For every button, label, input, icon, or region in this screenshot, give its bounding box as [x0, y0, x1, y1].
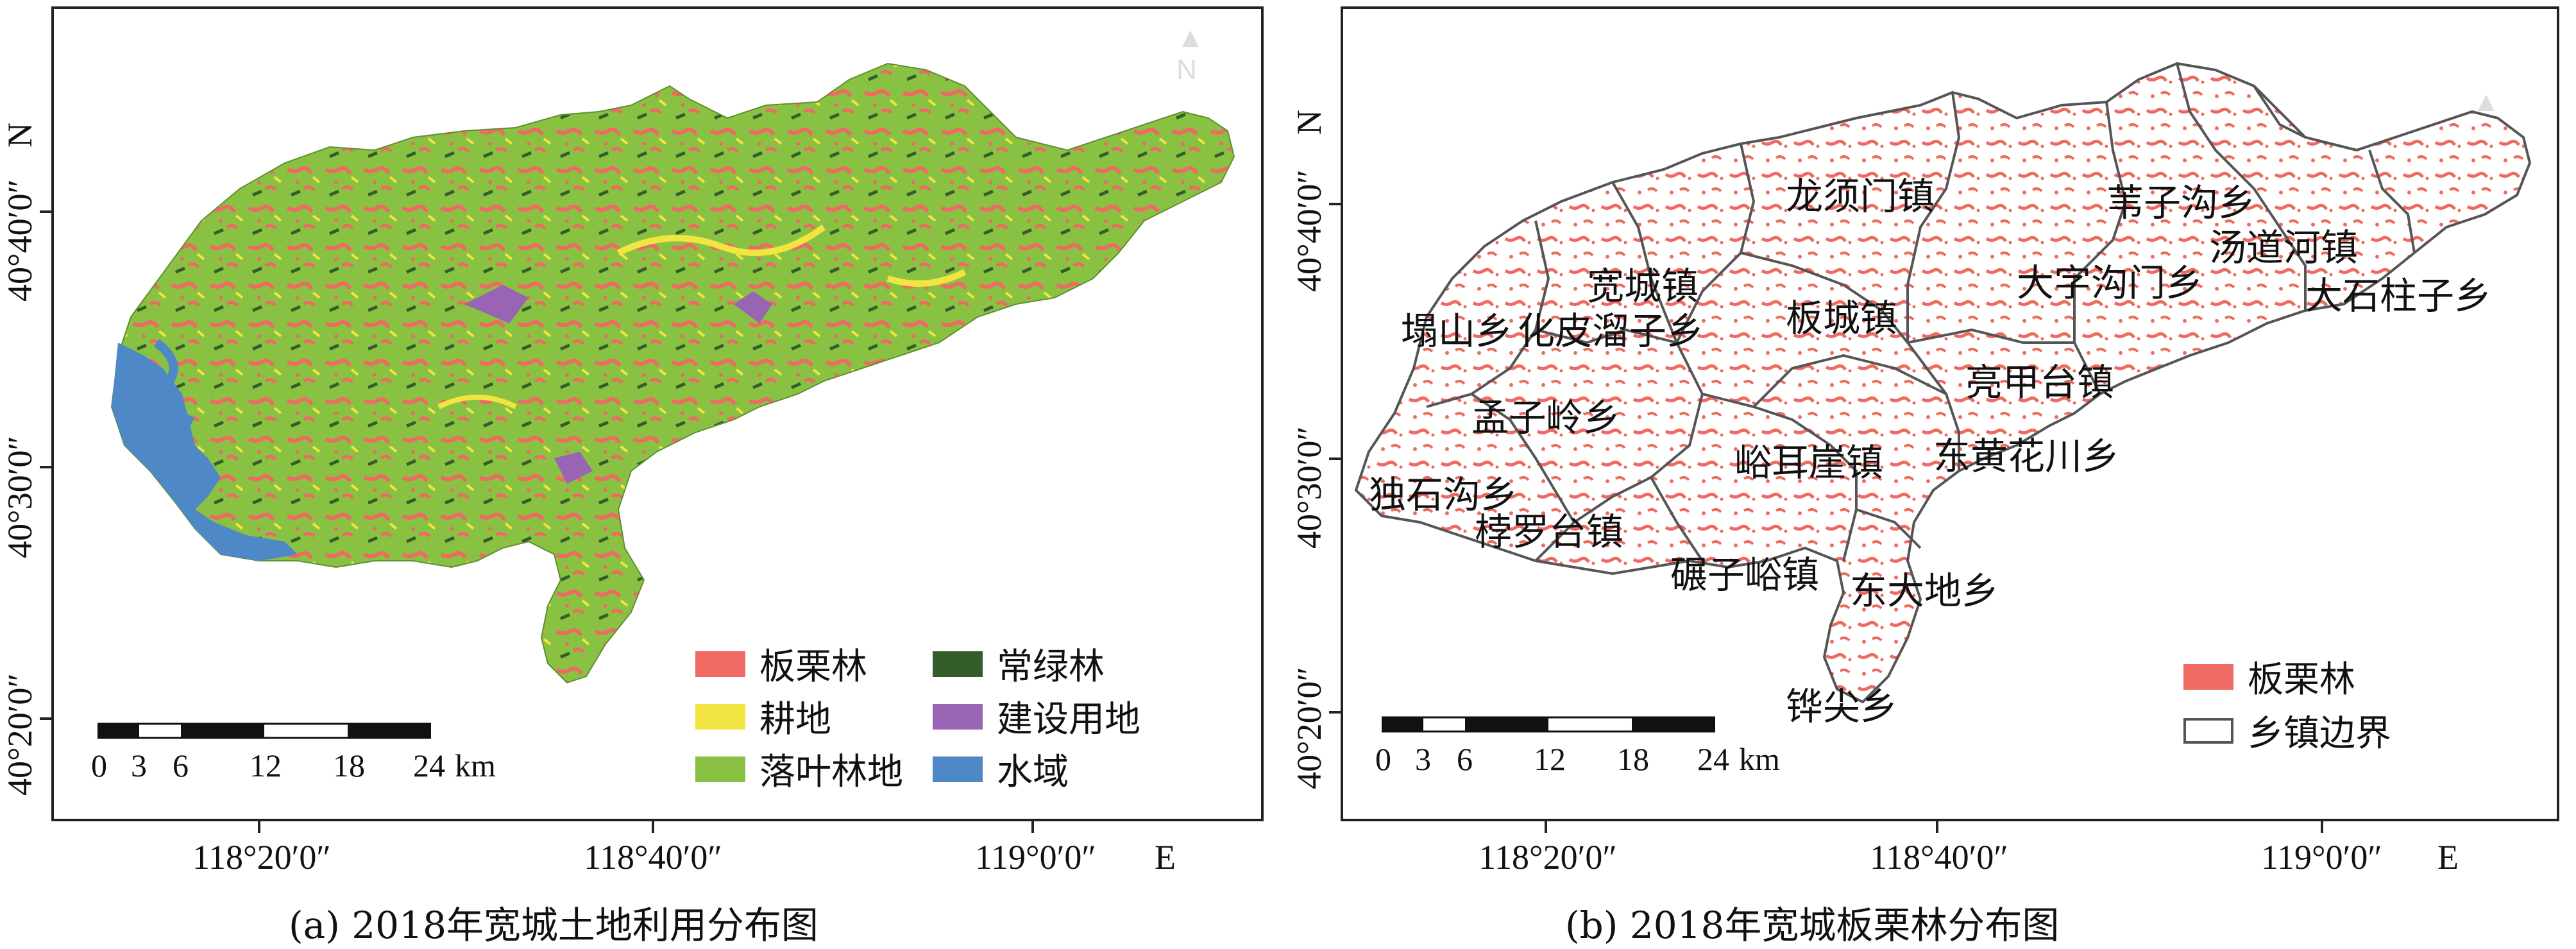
scale-number: 18 — [333, 748, 365, 783]
town-label: 碾子峪镇 — [1670, 553, 1820, 597]
town-label: 东黄花川乡 — [1933, 434, 2120, 478]
legend-a: 板栗林 耕地 落叶林地 常绿林 建设用地 水域 — [695, 638, 1260, 795]
legend-swatch — [695, 756, 745, 782]
scale-number: 24 — [1697, 741, 1729, 777]
town-label: 龙须门镇 — [1786, 175, 1935, 218]
town-label: 塌山乡 — [1401, 309, 1513, 353]
x-tick-label: 118°20′0″ — [1479, 838, 1617, 876]
y-tick-label: 40°30′0″ — [1, 436, 39, 558]
y-tick-label: 40°20′0″ — [1290, 667, 1328, 789]
legend-item: 水域 — [933, 743, 1069, 795]
map-frame-b: 龙须门镇 苇子沟乡 汤道河镇 宽城镇 大字沟门乡 大石柱子乡 塌山乡 化皮溜子乡… — [1341, 6, 2559, 821]
x-tick-label: 119°0′0″ — [2261, 838, 2382, 876]
town-label: 板城镇 — [1786, 296, 1898, 340]
scale-unit: km — [1739, 741, 1780, 777]
legend-swatch — [2183, 717, 2233, 744]
x-tick-label: 119°0′0″ — [975, 838, 1096, 876]
caption-a: (a) 2018年宽城土地利用分布图 — [289, 903, 818, 947]
town-label: 独石沟乡 — [1369, 473, 1518, 517]
town-label: 铧尖乡 — [1786, 685, 1898, 728]
legend-swatch — [695, 703, 745, 730]
y-axis-letter: N — [1290, 110, 1328, 135]
scale-number: 6 — [1457, 741, 1473, 777]
scale-number: 12 — [1534, 741, 1566, 777]
scale-number: 3 — [131, 748, 147, 783]
legend-label: 水域 — [997, 751, 1069, 793]
scale-bar-b — [1382, 716, 1715, 733]
north-arrow-icon: ▲ N — [1176, 22, 1205, 85]
x-tick-label: 118°40′0″ — [584, 838, 722, 876]
x-tick-label: 118°40′0″ — [1870, 838, 2008, 876]
y-axis-letter: N — [1, 123, 39, 148]
map-frame-a: 板栗林 耕地 落叶林地 常绿林 建设用地 水域 — [51, 6, 1264, 821]
legend-label: 建设用地 — [997, 699, 1140, 740]
legend-swatch — [933, 756, 983, 782]
y-tick-label: 40°20′0″ — [1, 673, 39, 796]
scale-number: 0 — [1375, 741, 1391, 777]
y-tick-label: 40°40′0″ — [1290, 169, 1328, 292]
town-boundaries — [1426, 63, 2416, 562]
scale-number: 3 — [1415, 741, 1431, 777]
town-label: 峪耳崖镇 — [1734, 441, 1884, 484]
legend-swatch — [2183, 663, 2233, 690]
town-label: 汤道河镇 — [2209, 226, 2359, 269]
scale-number: 24 — [413, 748, 445, 783]
county-landuse-fill — [110, 62, 1235, 684]
legend-item: 板栗林 — [2183, 651, 2355, 703]
scale-number: 12 — [250, 748, 282, 783]
legend-item: 落叶林地 — [695, 743, 903, 795]
town-label: 亮甲台镇 — [1965, 361, 2115, 404]
town-label: 大字沟门乡 — [2017, 261, 2203, 305]
town-label: 桲罗台镇 — [1475, 510, 1624, 554]
legend-item: 耕地 — [695, 690, 831, 742]
scale-bar-a — [97, 722, 431, 739]
legend-label: 板栗林 — [759, 646, 867, 688]
town-label: 宽城镇 — [1587, 264, 1699, 308]
legend-item: 建设用地 — [933, 690, 1140, 742]
scale-number: 0 — [91, 748, 107, 783]
legend-label: 落叶林地 — [759, 751, 903, 793]
y-tick-label: 40°30′0″ — [1290, 426, 1328, 549]
water-body — [112, 343, 298, 561]
x-axis-letter: E — [1155, 838, 1176, 876]
legend-swatch — [933, 703, 983, 730]
legend-swatch — [933, 651, 983, 677]
legend-b: 板栗林 乡镇边界 — [2183, 651, 2543, 766]
county-chestnut-fill — [1354, 62, 2532, 704]
chestnut-map — [1354, 62, 2532, 704]
town-label: 东大地乡 — [1850, 569, 1999, 613]
legend-item: 板栗林 — [695, 638, 867, 690]
caption-b: (b) 2018年宽城板栗林分布图 — [1565, 903, 2060, 947]
town-label: 孟子岭乡 — [1471, 396, 1621, 440]
town-label: 大石柱子乡 — [2305, 274, 2492, 318]
x-tick-label: 118°20′0″ — [192, 838, 331, 876]
legend-item: 常绿林 — [933, 638, 1105, 690]
scale-number: 18 — [1617, 741, 1649, 777]
panel-b: 龙须门镇 苇子沟乡 汤道河镇 宽城镇 大字沟门乡 大石柱子乡 塌山乡 化皮溜子乡… — [1289, 0, 2576, 947]
y-tick-label: 40°40′0″ — [1, 179, 39, 302]
town-label: 化皮溜子乡 — [1518, 309, 1704, 353]
scale-number: 6 — [173, 748, 189, 783]
legend-swatch — [695, 651, 745, 677]
legend-label: 常绿林 — [997, 646, 1105, 688]
legend-item: 乡镇边界 — [2183, 705, 2391, 757]
scale-unit: km — [455, 748, 496, 783]
legend-label: 耕地 — [759, 699, 831, 740]
legend-label: 板栗林 — [2248, 659, 2355, 701]
legend-label: 乡镇边界 — [2248, 713, 2391, 755]
north-arrow-icon: ▲ — [2472, 86, 2500, 117]
panel-a: 板栗林 耕地 落叶林地 常绿林 建设用地 水域 — [0, 0, 1276, 947]
x-axis-letter: E — [2437, 838, 2459, 876]
land-use-map — [110, 62, 1235, 684]
town-label: 苇子沟乡 — [2106, 181, 2256, 225]
